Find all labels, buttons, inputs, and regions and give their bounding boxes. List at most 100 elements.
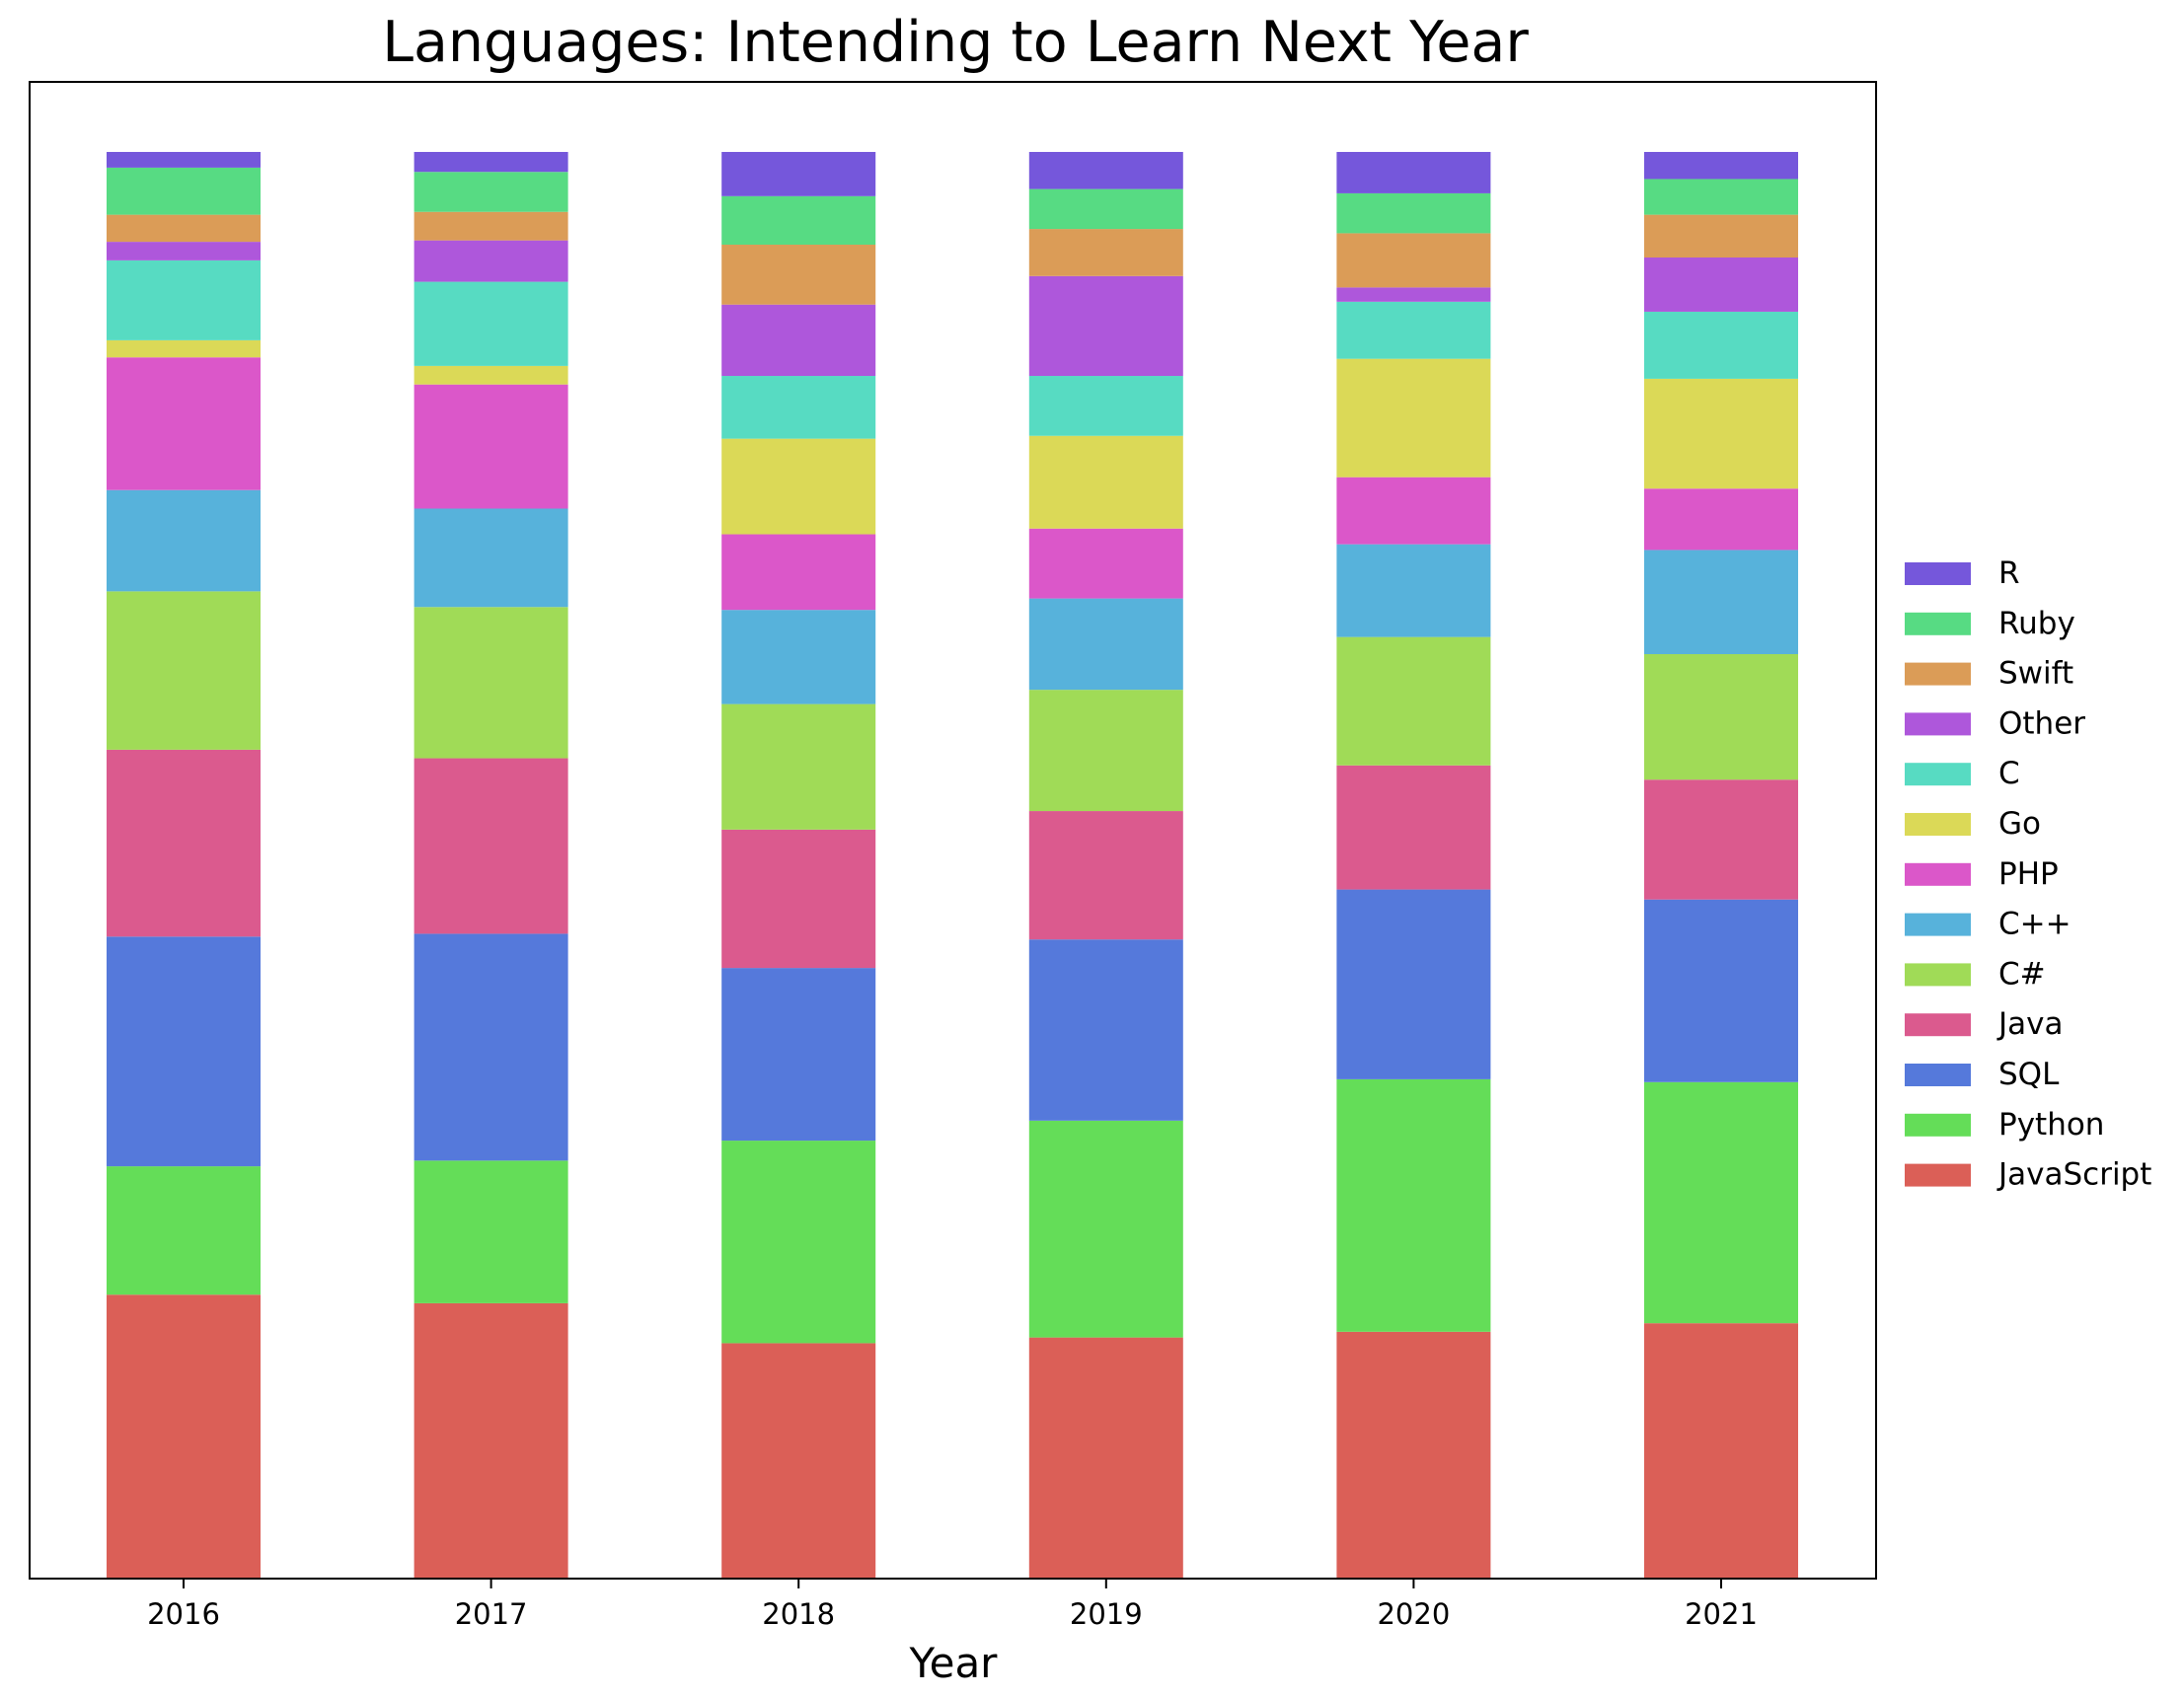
bar-other-2018 [721, 304, 876, 377]
bar-swift-2017 [414, 211, 568, 241]
legend-label-other: Other [1998, 705, 2085, 741]
x-tick-label-2016: 2016 [147, 1597, 220, 1631]
x-axis-ticks: 2016 2017 2018 2019 2020 2021 [147, 1579, 1758, 1631]
bar-c--2018 [721, 703, 876, 830]
legend-swatch-other [1905, 712, 1971, 736]
legend-swatch-c- [1905, 963, 1971, 987]
bar-python-2019 [1028, 1120, 1183, 1338]
bars-group [107, 152, 1798, 1579]
chart-title: Languages: Intending to Learn Next Year [382, 10, 1529, 75]
bar-java-2017 [414, 758, 568, 934]
bar-ruby-2020 [1336, 192, 1491, 234]
bar-ruby-2018 [721, 195, 876, 245]
bar-c--2021 [1644, 550, 1798, 654]
bar-ruby-2017 [414, 172, 568, 212]
legend-label-swift: Swift [1998, 656, 2073, 692]
bar-other-2021 [1644, 258, 1798, 312]
legend-swatch-c- [1905, 913, 1971, 936]
bar-javascript-2021 [1644, 1323, 1798, 1579]
legend-swatch-php [1905, 862, 1971, 886]
legend-label-go: Go [1998, 806, 2041, 842]
bar-java-2016 [107, 749, 261, 937]
bar-c-2019 [1028, 376, 1183, 436]
legend-label-ruby: Ruby [1998, 606, 2075, 641]
bar-c--2016 [107, 591, 261, 750]
legend-swatch-c [1905, 763, 1971, 786]
legend-label-r: R [1998, 555, 2020, 591]
bar-javascript-2018 [721, 1343, 876, 1579]
bar-go-2021 [1644, 378, 1798, 489]
bar-c-2021 [1644, 311, 1798, 379]
bar-java-2018 [721, 829, 876, 969]
bar-python-2021 [1644, 1081, 1798, 1324]
bar-other-2019 [1028, 275, 1183, 377]
bar-c-2020 [1336, 301, 1491, 359]
bar-java-2019 [1028, 811, 1183, 940]
bar-sql-2016 [107, 936, 261, 1167]
bar-swift-2016 [107, 214, 261, 243]
bar-sql-2019 [1028, 939, 1183, 1121]
legend-label-java: Java [1996, 1006, 2063, 1042]
bar-python-2016 [107, 1166, 261, 1295]
bar-go-2020 [1336, 358, 1491, 478]
bar-swift-2018 [721, 244, 876, 305]
bar-c--2021 [1644, 653, 1798, 780]
bar-sql-2020 [1336, 889, 1491, 1079]
legend-label-c-: C# [1998, 956, 2046, 992]
legend-swatch-python [1905, 1113, 1971, 1137]
bar-go-2017 [414, 365, 568, 385]
legend-label-python: Python [1998, 1107, 2104, 1143]
legend-label-c-: C++ [1998, 907, 2071, 942]
bar-other-2020 [1336, 287, 1491, 302]
legend: R Ruby Swift Other C Go PHP C++ C# Java SQL Python J… [1905, 555, 2151, 1193]
bar-python-2020 [1336, 1078, 1491, 1332]
bar-python-2017 [414, 1160, 568, 1303]
bar-r-2018 [721, 152, 876, 196]
bar-go-2018 [721, 438, 876, 535]
bar-c--2020 [1336, 636, 1491, 766]
bar-ruby-2019 [1028, 188, 1183, 230]
bar-javascript-2020 [1336, 1331, 1491, 1579]
x-tick-label-2020: 2020 [1377, 1597, 1450, 1631]
legend-swatch-javascript [1905, 1163, 1971, 1187]
plot-frame [29, 81, 1877, 1580]
bar-r-2016 [107, 152, 261, 168]
bar-php-2017 [414, 384, 568, 509]
bar-php-2021 [1644, 488, 1798, 551]
bar-c--2019 [1028, 690, 1183, 812]
bar-sql-2018 [721, 968, 876, 1142]
bar-java-2021 [1644, 779, 1798, 900]
bar-go-2016 [107, 339, 261, 358]
x-tick-label-2018: 2018 [762, 1597, 835, 1631]
legend-swatch-go [1905, 813, 1971, 836]
bar-other-2016 [107, 242, 261, 260]
bar-ruby-2016 [107, 167, 261, 215]
legend-swatch-swift [1905, 662, 1971, 686]
x-tick-label-2019: 2019 [1070, 1597, 1143, 1631]
bar-other-2017 [414, 240, 568, 282]
bar-r-2019 [1028, 152, 1183, 189]
bar-c--2017 [414, 508, 568, 608]
bar-r-2020 [1336, 152, 1491, 193]
bar-python-2018 [721, 1141, 876, 1344]
x-tick-label-2021: 2021 [1685, 1597, 1758, 1631]
bar-c--2020 [1336, 544, 1491, 637]
bar-c-2016 [107, 259, 261, 340]
bar-php-2020 [1336, 477, 1491, 545]
bar-javascript-2017 [414, 1302, 568, 1579]
bar-c--2017 [414, 607, 568, 759]
bar-php-2018 [721, 534, 876, 611]
bar-c--2018 [721, 610, 876, 704]
legend-swatch-java [1905, 1013, 1971, 1037]
bar-go-2019 [1028, 435, 1183, 529]
bar-sql-2021 [1644, 899, 1798, 1082]
bar-javascript-2016 [107, 1294, 261, 1579]
bar-swift-2021 [1644, 214, 1798, 258]
bar-c--2019 [1028, 598, 1183, 691]
bar-php-2016 [107, 357, 261, 490]
bar-php-2019 [1028, 528, 1183, 599]
legend-swatch-r [1905, 562, 1971, 585]
bar-c-2018 [721, 376, 876, 439]
legend-label-c: C [1998, 756, 2020, 791]
bar-swift-2020 [1336, 233, 1491, 288]
